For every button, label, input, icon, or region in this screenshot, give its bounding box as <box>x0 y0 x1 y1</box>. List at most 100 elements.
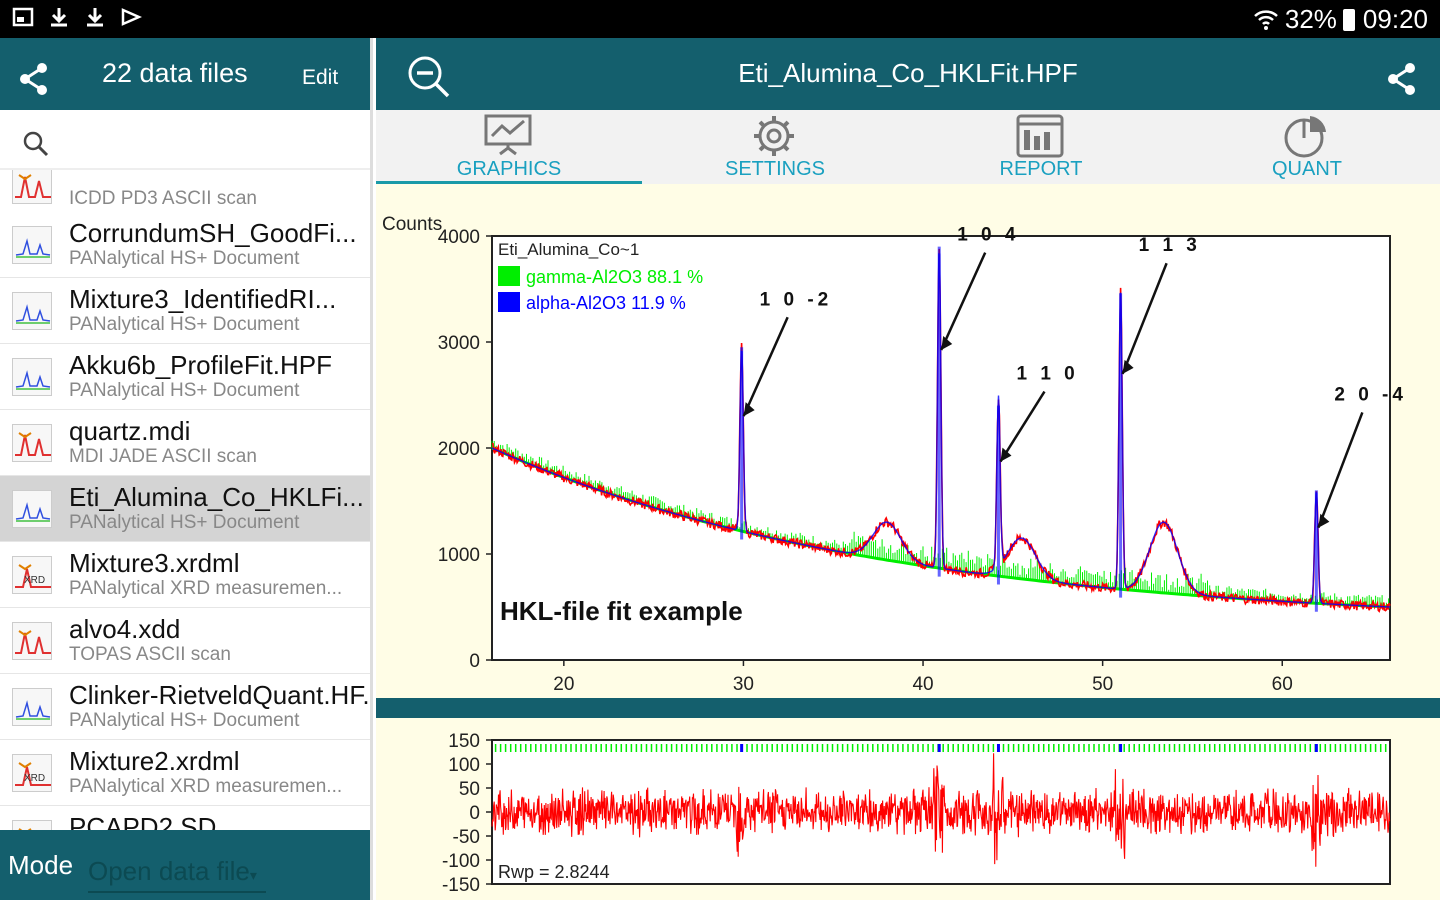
document-header: Eti_Alumina_Co_HKLFit.HPF <box>376 38 1440 110</box>
search-bar[interactable] <box>0 110 370 170</box>
tab-quant-label: QUANT <box>1272 158 1342 180</box>
document-icon <box>12 292 52 330</box>
file-type: PANalytical XRD measuremen... <box>69 776 343 797</box>
notification-icons <box>12 6 142 28</box>
file-name: Akku6b_ProfileFit.HPF <box>69 350 332 380</box>
document-icon <box>12 226 52 264</box>
peak-arrow <box>1121 262 1168 375</box>
peak-arrow <box>742 316 789 417</box>
mode-bar: Mode Open data file▾ <box>0 830 370 900</box>
mode-label: Mode <box>8 850 74 880</box>
tab-settings[interactable]: SETTINGS <box>642 110 908 184</box>
file-list-item[interactable]: XRD Mixture3.xrdml PANalytical XRD measure… <box>0 542 370 608</box>
residual-chart[interactable]: 150 100 50 0 -50 -100 -150 Rwp = 2.8244 <box>376 718 1440 900</box>
tab-graphics-label: GRAPHICS <box>456 158 562 180</box>
download-icon <box>51 8 67 27</box>
document-icon <box>12 490 52 528</box>
peak-arrowhead <box>1318 513 1330 528</box>
tab-bar: GRAPHICS SETTINGS REPORT QUANT <box>376 110 1440 184</box>
file-name: quartz.mdi <box>69 416 191 446</box>
gear-icon <box>754 116 794 156</box>
x-axis-label: Position [°2θ] (Co K-α12) <box>860 696 1071 698</box>
y-tick-label: 0 <box>469 803 480 824</box>
file-name: Mixture3.xrdml <box>69 548 240 578</box>
status-right: 32% 09:20 <box>1253 4 1428 35</box>
scan-icon <box>12 820 52 830</box>
file-list-item[interactable]: CorrundumSH_GoodFi... PANalytical HS+ Doc… <box>0 212 370 278</box>
peak-label: 2 0 -4 <box>1334 384 1407 405</box>
residual-curve <box>491 753 1391 867</box>
share-icon[interactable] <box>1386 62 1418 96</box>
x-tick-label: 30 <box>733 674 754 695</box>
file-name: Clinker-RietveldQuant.HF... <box>69 680 369 710</box>
file-list-item[interactable]: Clinker-RietveldQuant.HF... PANalytical H… <box>0 674 370 740</box>
tab-report[interactable]: REPORT <box>908 110 1174 184</box>
diffraction-chart[interactable]: 0 1000 2000 3000 4000 20 30 40 50 60 Counts Positio… <box>376 184 1440 698</box>
file-type: PANalytical HS+ Document <box>69 380 300 401</box>
file-list-item[interactable]: Eti_Alumina_Co_HKLFi... PANalytical HS+ D… <box>0 476 370 542</box>
file-list-item[interactable]: Mixture3_IdentifiedRI... PANalytical HS+ … <box>0 278 370 344</box>
document-pane: Eti_Alumina_Co_HKLFit.HPF GRAPHICS SETTI… <box>376 38 1440 900</box>
file-list: ICDD PD3 ASCII scan CorrundumSH_GoodFi...… <box>0 170 370 830</box>
file-list-item[interactable]: PCAPD2.SD <box>0 806 370 830</box>
file-list-pane: 22 data files Edit ICDD PD3 ASCII scan Co… <box>0 38 373 900</box>
chart-annotation: HKL-file fit example <box>500 596 743 626</box>
peak-label: 1 0 -2 <box>760 289 833 310</box>
edit-button[interactable]: Edit <box>302 66 339 89</box>
rwp-label: Rwp = 2.8244 <box>498 862 610 882</box>
file-name: Mixture3_IdentifiedRI... <box>69 284 337 314</box>
search-icon[interactable] <box>22 130 50 158</box>
y-tick-label: 50 <box>459 779 480 800</box>
download-icon-2 <box>87 8 103 27</box>
file-list-item[interactable]: quartz.mdi MDI JADE ASCII scan <box>0 410 370 476</box>
tab-settings-label: SETTINGS <box>724 158 825 180</box>
file-list-header: 22 data files Edit <box>0 38 370 110</box>
y-tick-label: 3000 <box>438 333 480 354</box>
tab-quant[interactable]: QUANT <box>1174 110 1440 184</box>
share-icon[interactable] <box>18 62 50 96</box>
svg-text:XRD: XRD <box>24 575 45 586</box>
document-title: Eti_Alumina_Co_HKLFit.HPF <box>738 58 1078 88</box>
y-tick-label: -150 <box>442 875 480 896</box>
graphics-icon <box>484 114 532 156</box>
peak-label: 1 0 4 <box>957 225 1019 246</box>
peak-arrowhead <box>1122 359 1134 374</box>
svg-text:XRD: XRD <box>24 773 45 784</box>
scan-icon <box>12 622 52 660</box>
file-type: PANalytical HS+ Document <box>69 710 300 731</box>
legend-swatch <box>498 292 520 312</box>
chart-divider[interactable] <box>376 698 1440 718</box>
document-icon <box>12 688 52 726</box>
calculated-pattern <box>491 253 1390 608</box>
file-name: Mixture2.xrdml <box>69 746 240 776</box>
tab-graphics[interactable]: GRAPHICS <box>376 110 642 184</box>
file-name: Eti_Alumina_Co_HKLFi... <box>69 482 364 512</box>
y-tick-label: 4000 <box>438 227 480 248</box>
status-bar: 32% 09:20 <box>0 0 1440 38</box>
file-type: PANalytical HS+ Document <box>69 314 300 335</box>
legend-entry: gamma-Al2O3 88.1 % <box>526 267 703 287</box>
report-icon <box>1016 114 1064 158</box>
y-tick-label: 150 <box>448 731 480 752</box>
mode-dropdown[interactable]: Open data file▾ <box>88 856 266 893</box>
peak-arrow <box>1317 411 1364 529</box>
y-tick-label: -50 <box>453 827 480 848</box>
chart-title: Eti_Alumina_Co~1 <box>498 240 639 259</box>
file-list-item[interactable]: alvo4.xdd TOPAS ASCII scan <box>0 608 370 674</box>
document-icon <box>12 358 52 396</box>
peak-arrowhead <box>1000 447 1012 462</box>
file-list-item[interactable]: ICDD PD3 ASCII scan <box>0 170 370 218</box>
file-list-item[interactable]: Akku6b_ProfileFit.HPF PANalytical HS+ Doc… <box>0 344 370 410</box>
zoom-out-icon[interactable] <box>406 54 452 100</box>
screenshot-icon <box>12 7 34 27</box>
battery-percent: 32% <box>1284 4 1337 34</box>
tab-report-label: REPORT <box>999 158 1083 180</box>
file-type: PANalytical XRD measuremen... <box>69 578 343 599</box>
mode-value: Open data file <box>88 856 250 886</box>
scan-icon <box>12 424 52 462</box>
y-axis-label: Counts <box>382 214 442 235</box>
xrd-icon: XRD <box>12 556 52 594</box>
dropdown-arrow-icon: ▾ <box>249 867 257 883</box>
file-list-item[interactable]: XRD Mixture2.xrdml PANalytical XRD measure… <box>0 740 370 806</box>
x-tick-label: 40 <box>912 674 933 695</box>
